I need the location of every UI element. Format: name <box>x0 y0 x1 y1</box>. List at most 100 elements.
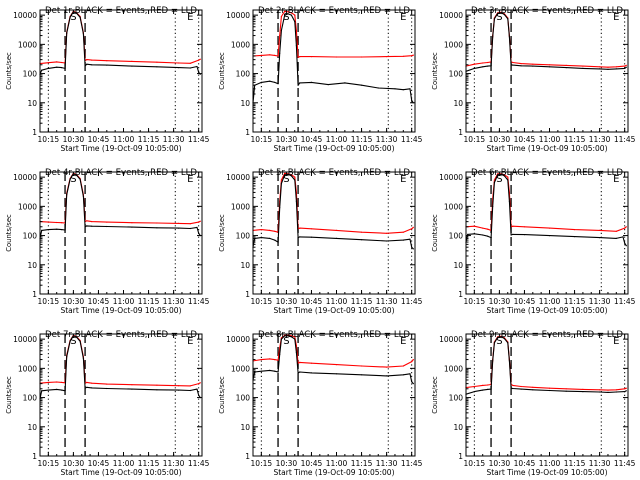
events-data-point <box>473 391 475 393</box>
y-tick-label: 1000 <box>18 364 37 373</box>
lld-data-point <box>582 65 584 67</box>
events-rate-line <box>465 173 627 246</box>
marker-label-s: S <box>496 12 502 23</box>
x-tick-label: 10:30 <box>276 135 298 144</box>
lld-data-point <box>310 362 313 364</box>
x-axis-label: Start Time (19-Oct-09 10:05:00) <box>273 144 394 153</box>
marker-label-e: E <box>187 336 193 347</box>
x-tick-label: 10:45 <box>514 297 536 306</box>
marker-label-s: S <box>70 336 76 347</box>
events-data-point <box>47 229 50 231</box>
events-data-point <box>198 394 200 396</box>
lld-data-point <box>402 231 404 233</box>
y-tick-label: 1000 <box>231 364 250 373</box>
events-data-point <box>41 229 43 231</box>
events-rate-line <box>252 13 414 104</box>
events-data-point <box>503 337 505 340</box>
events-data-point <box>277 83 279 85</box>
events-data-point <box>196 388 198 390</box>
events-data-point <box>500 173 502 175</box>
lld-data-point <box>532 386 534 388</box>
events-data-point <box>361 239 363 241</box>
chart-panel-7: S E 10:15 10:30 10:45 11:00 11:15 11:30 11:45 1 10… <box>5 330 210 477</box>
lld-data-point <box>625 387 627 389</box>
events-data-point <box>565 67 567 69</box>
chart-title: Det 1r BLACK = Events, RED = LLD <box>45 6 197 16</box>
lld-data-point <box>91 382 93 384</box>
lld-data-point <box>615 66 617 68</box>
lld-rate-line <box>39 10 201 65</box>
events-data-point <box>411 246 413 248</box>
lld-data-point <box>412 226 414 228</box>
lld-data-point <box>199 382 201 384</box>
events-data-point <box>520 388 522 390</box>
lld-data-point <box>294 336 296 338</box>
lld-data-point <box>361 231 363 233</box>
events-data-point <box>279 353 281 355</box>
lld-data-point <box>284 172 286 174</box>
events-data-point <box>299 371 301 373</box>
events-data-point <box>310 236 313 238</box>
x-axis-label: Start Time (19-Oct-09 10:05:00) <box>486 468 607 477</box>
events-data-point <box>61 67 63 69</box>
x-axis-label: Start Time (19-Oct-09 10:05:00) <box>60 468 181 477</box>
x-tick-label: 11:15 <box>564 459 586 468</box>
x-tick-label: 10:45 <box>301 459 323 468</box>
events-data-point <box>156 227 158 229</box>
lld-data-point <box>548 227 551 229</box>
events-data-point <box>91 387 93 389</box>
lld-data-point <box>274 359 276 361</box>
events-data-point <box>287 335 289 337</box>
events-data-point <box>548 66 551 68</box>
events-data-point <box>361 84 363 86</box>
events-data-point <box>487 388 489 390</box>
marker-label-s: S <box>496 336 502 347</box>
lld-rate-line <box>252 334 414 368</box>
lld-data-point <box>411 55 413 57</box>
chart-title: Det 4r BLACK = Events, RED = LLD <box>45 168 197 178</box>
chart-panel-6: S E 10:15 10:30 10:45 11:00 11:15 11:30 11:45 1 10… <box>431 168 636 315</box>
lld-data-point <box>269 358 271 360</box>
y-tick-label: 10000 <box>226 335 250 344</box>
y-tick-label: 100 <box>236 394 251 403</box>
events-data-point <box>79 178 81 180</box>
x-tick-label: 10:30 <box>63 459 85 468</box>
events-data-point <box>82 195 84 197</box>
events-data-point <box>490 65 492 67</box>
y-tick-label: 10 <box>27 99 37 108</box>
x-tick-label: 10:15 <box>464 459 486 468</box>
events-data-point <box>625 390 627 392</box>
events-data-point <box>492 36 494 38</box>
y-tick-label: 10 <box>453 423 463 432</box>
events-data-point <box>189 227 191 230</box>
marker-label-s: S <box>283 336 289 347</box>
y-axis-label: Counts/sec <box>218 214 226 252</box>
x-tick-label: 11:15 <box>138 297 160 306</box>
x-tick-label: 11:15 <box>351 135 373 144</box>
lld-data-point <box>625 226 627 228</box>
events-data-point <box>310 372 313 374</box>
x-tick-label: 11:00 <box>326 297 348 306</box>
lld-data-point <box>280 179 282 181</box>
events-data-point <box>574 236 576 238</box>
y-axis-label: Counts/sec <box>431 376 439 414</box>
lld-data-point <box>91 221 93 223</box>
lld-data-point <box>512 384 514 386</box>
lld-data-point <box>47 221 50 223</box>
x-tick-label: 10:45 <box>514 135 536 144</box>
events-data-point <box>82 357 84 359</box>
events-data-point <box>492 205 494 207</box>
events-data-point <box>565 390 567 392</box>
events-data-point <box>497 336 499 338</box>
events-data-point <box>56 228 58 230</box>
y-tick-label: 1000 <box>231 202 250 211</box>
lld-data-point <box>299 361 301 363</box>
x-tick-label: 11:45 <box>188 135 210 144</box>
lld-data-point <box>189 62 191 64</box>
events-data-point <box>512 64 514 66</box>
events-data-point <box>198 232 200 234</box>
lld-data-point <box>487 228 489 230</box>
y-tick-label: 10000 <box>13 335 37 344</box>
lld-rate-line <box>39 172 201 225</box>
